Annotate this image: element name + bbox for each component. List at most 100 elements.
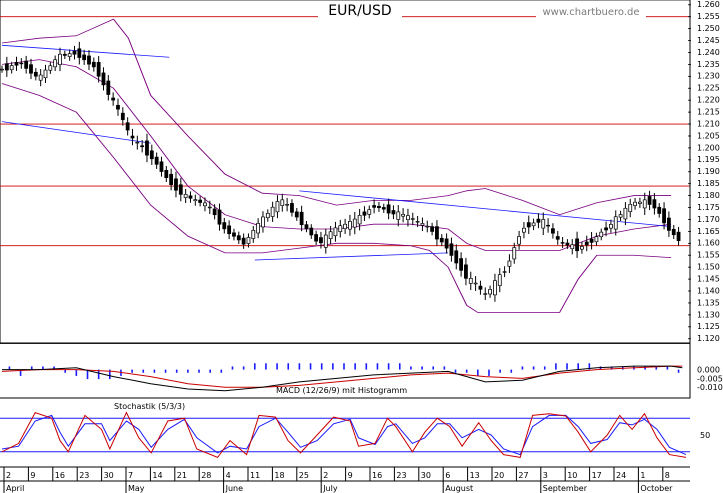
price-y-tick-label: 1.220 — [697, 96, 720, 105]
candle — [618, 210, 623, 221]
trendline-0 — [1, 44, 170, 58]
candle — [319, 231, 323, 249]
candle-body — [120, 112, 125, 120]
candle — [662, 202, 666, 230]
candle-body — [212, 208, 217, 216]
candle — [285, 197, 290, 212]
candle — [410, 212, 415, 226]
candle-body — [478, 285, 483, 290]
price-y-tick-label: 1.225 — [697, 84, 720, 93]
candle-body — [164, 170, 169, 179]
candle — [280, 193, 285, 212]
candle-body — [285, 204, 290, 206]
candle — [435, 220, 439, 246]
candle — [217, 203, 222, 231]
candle — [633, 197, 637, 210]
candle-body — [372, 205, 377, 208]
candle — [594, 232, 599, 246]
stochastic-label-backdrop — [110, 401, 200, 411]
candle — [212, 204, 217, 220]
candle — [0, 65, 4, 73]
price-y-tick-label: 1.165 — [697, 227, 720, 236]
price-y-tick-label: 1.195 — [697, 155, 720, 164]
candle-body — [604, 227, 608, 231]
candle — [62, 50, 67, 60]
stochastic-levels — [0, 417, 690, 453]
candle — [111, 92, 116, 106]
candle — [58, 47, 62, 72]
candle-body — [343, 223, 348, 229]
candle-body — [599, 231, 604, 238]
candle — [145, 133, 149, 163]
price-y-tick-label: 1.260 — [697, 0, 720, 9]
x-axis-day-label: 2 — [323, 471, 328, 480]
candle — [667, 211, 671, 237]
candle-body — [613, 216, 618, 230]
candle-body — [193, 199, 198, 202]
candle — [265, 209, 270, 222]
candle — [391, 205, 396, 220]
candle-body — [140, 145, 145, 148]
candle — [261, 211, 265, 233]
candle — [24, 55, 29, 74]
candle-body — [488, 289, 492, 295]
candle-body — [483, 293, 488, 295]
candle-body — [449, 243, 454, 256]
candle — [642, 192, 647, 216]
candle — [227, 220, 232, 240]
candle — [43, 64, 48, 83]
price-y-tick-label: 1.130 — [697, 310, 720, 319]
price-y-tick-label: 1.140 — [697, 286, 720, 295]
x-axis-month-label: June — [225, 484, 244, 493]
candle-body — [319, 237, 323, 244]
candle — [584, 235, 589, 252]
candle-body — [676, 231, 681, 241]
candle — [676, 226, 681, 246]
candle-body — [203, 202, 207, 207]
candle — [522, 222, 526, 239]
candle-body — [125, 122, 130, 131]
candle — [352, 212, 357, 235]
candle — [497, 268, 502, 293]
candle-body — [575, 238, 579, 252]
candle-body — [236, 235, 241, 241]
candle-body — [410, 218, 415, 220]
candle-body — [174, 178, 178, 191]
candle — [159, 156, 164, 177]
candle — [401, 208, 406, 223]
candle-body — [14, 61, 19, 66]
price-panel-frame — [0, 0, 691, 344]
candle-body — [425, 225, 430, 228]
x-axis-day-label: 1 — [640, 471, 645, 480]
candle — [299, 205, 304, 232]
candle — [420, 217, 425, 232]
price-y-tick-label: 1.205 — [697, 131, 720, 140]
candle-body — [435, 226, 439, 240]
stochastic-d-line — [1, 414, 687, 456]
candle — [120, 107, 125, 126]
candle — [575, 231, 579, 258]
x-axis-day-label: 13 — [470, 471, 480, 480]
candle — [473, 276, 478, 291]
trendline-3 — [254, 252, 449, 261]
price-y-tick-label: 1.215 — [697, 107, 720, 116]
candle-body — [555, 236, 560, 240]
candle-body — [232, 232, 236, 237]
candle-body — [159, 161, 164, 172]
candle-body — [536, 218, 541, 223]
candle — [294, 207, 299, 221]
candle — [241, 233, 246, 249]
candle — [551, 223, 555, 239]
candle — [546, 218, 550, 233]
stochastic-panel: 50 Stochastik (5/3/3) — [0, 397, 710, 459]
x-axis-month-label: October — [640, 484, 673, 493]
candle — [541, 212, 546, 236]
x-axis-day-label: 14 — [152, 471, 162, 480]
candle-body — [135, 141, 140, 144]
candle-body — [4, 63, 9, 71]
x-axis-day-label: 23 — [396, 471, 406, 480]
candle — [657, 203, 662, 218]
candle — [444, 233, 449, 254]
candle — [599, 228, 604, 241]
candle — [459, 252, 463, 277]
